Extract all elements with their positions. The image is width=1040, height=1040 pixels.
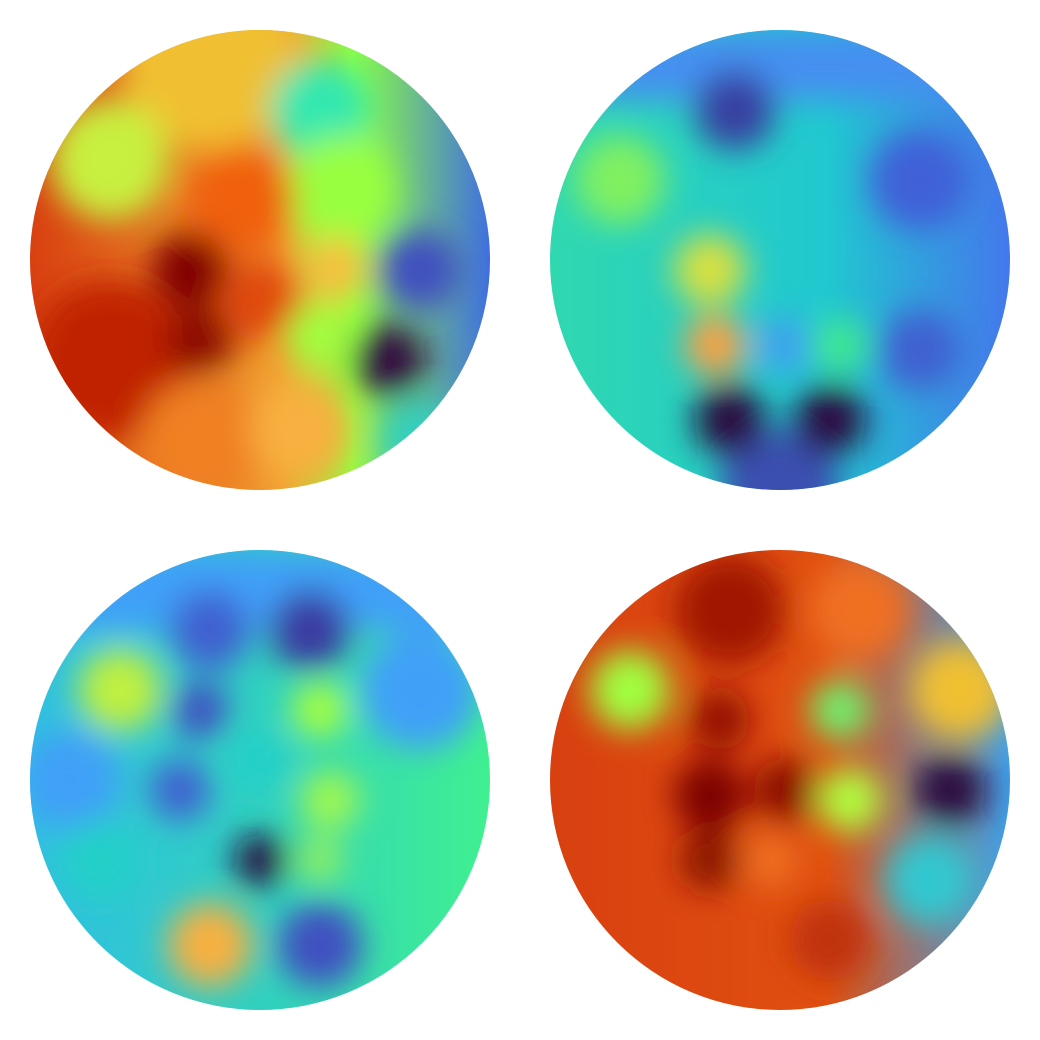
blob	[380, 230, 460, 310]
blob	[292, 682, 348, 738]
blob	[50, 100, 170, 220]
blob	[794, 384, 866, 456]
blob	[354, 324, 426, 396]
blob	[250, 380, 350, 480]
blob	[360, 630, 480, 750]
blob	[270, 590, 350, 670]
blob	[288, 303, 352, 367]
blob	[172, 682, 228, 738]
blob	[810, 680, 870, 740]
blob	[720, 430, 840, 490]
blob	[285, 135, 395, 245]
blob	[168, 903, 252, 987]
blob	[234, 834, 286, 886]
blob	[880, 310, 960, 390]
blob	[150, 760, 210, 820]
blob	[590, 650, 670, 730]
blob	[170, 590, 250, 670]
blob	[757, 317, 813, 373]
blob	[870, 130, 970, 230]
blob	[674, 759, 746, 831]
blob	[120, 30, 300, 150]
blob	[885, 835, 975, 925]
blob	[753, 758, 817, 822]
blob	[674, 234, 746, 306]
blob	[695, 70, 775, 150]
blob	[166, 306, 234, 374]
blob	[185, 145, 295, 255]
blob	[742, 832, 798, 888]
blob	[220, 260, 300, 340]
map-blobs	[30, 30, 460, 490]
blob	[694, 384, 766, 456]
blob	[303, 236, 367, 300]
blob	[550, 30, 1010, 100]
blob	[30, 730, 120, 830]
blob	[575, 135, 665, 225]
blob	[818, 768, 882, 832]
blob	[690, 690, 750, 750]
map-background	[550, 30, 1010, 490]
map-panel	[30, 550, 490, 1010]
map-panel	[550, 30, 1010, 490]
blob	[152, 232, 228, 308]
blob	[296, 836, 344, 884]
blob	[685, 315, 745, 375]
blob	[790, 900, 870, 980]
blob	[140, 380, 260, 490]
blob	[270, 60, 370, 160]
blob	[810, 560, 910, 660]
blob	[300, 770, 360, 830]
map-panel	[30, 30, 490, 490]
blob	[914, 754, 986, 826]
blob	[910, 640, 1010, 740]
blob	[78, 648, 162, 732]
blob	[30, 550, 490, 630]
blob	[60, 820, 140, 900]
map-panel	[550, 550, 1010, 1010]
blob	[278, 903, 362, 987]
blob	[680, 830, 740, 890]
blob	[380, 400, 460, 480]
blob	[812, 317, 868, 373]
blob	[230, 730, 290, 790]
blob	[675, 555, 785, 665]
